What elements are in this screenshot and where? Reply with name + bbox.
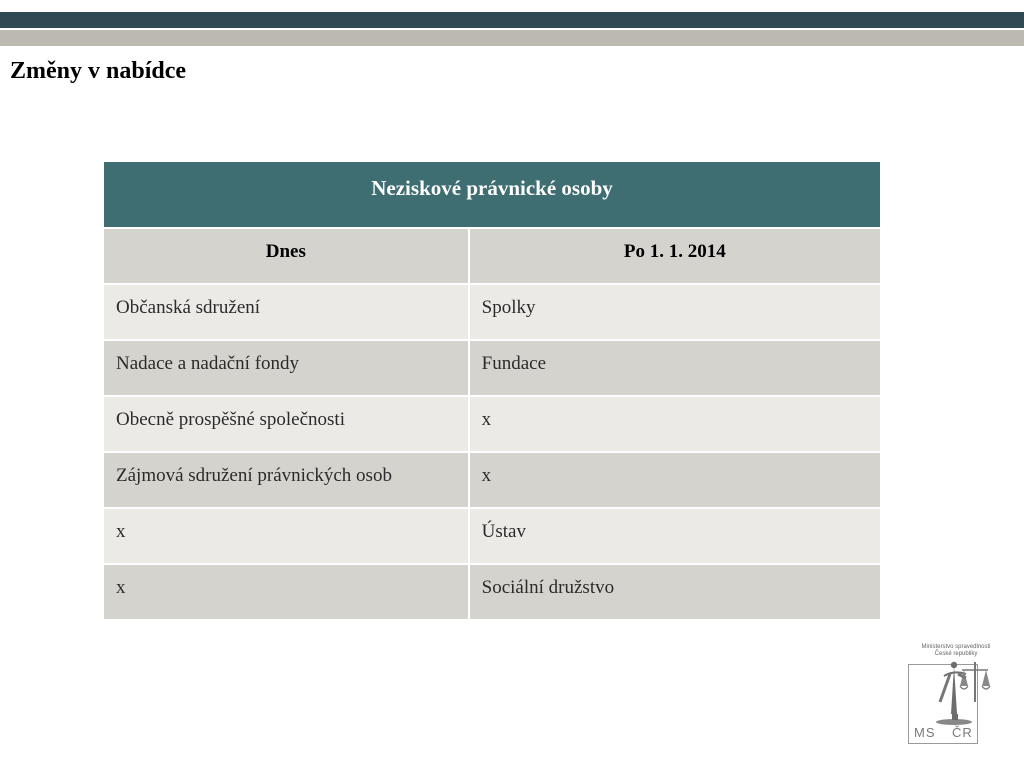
table-row: Nadace a nadační fondyFundace (103, 340, 881, 396)
table-cell: Sociální družstvo (469, 564, 881, 620)
logo-line1: Ministerstvo spravedlnosti (908, 644, 1004, 651)
table-cell: x (469, 396, 881, 452)
table-cell: Nadace a nadační fondy (103, 340, 469, 396)
decor-band-light (0, 30, 1024, 46)
comparison-table: Neziskové právnické osobyDnesPo 1. 1. 20… (102, 160, 882, 621)
decor-band-dark (0, 12, 1024, 28)
table-column-header: Dnes (103, 228, 469, 284)
logo-ms: MS (914, 725, 936, 740)
table-main-header: Neziskové právnické osoby (103, 161, 881, 228)
table-row: xÚstav (103, 508, 881, 564)
table-cell: x (103, 564, 469, 620)
table-cell: x (469, 452, 881, 508)
table-cell: Fundace (469, 340, 881, 396)
table-cell: Ústav (469, 508, 881, 564)
justice-icon (926, 656, 1000, 726)
logo-cr: ČR (952, 725, 973, 740)
table-row: Obecně prospěšné společnostix (103, 396, 881, 452)
table-row: Zájmová sdružení právnických osobx (103, 452, 881, 508)
table-row: Občanská sdruženíSpolky (103, 284, 881, 340)
table-cell: Spolky (469, 284, 881, 340)
table-column-header: Po 1. 1. 2014 (469, 228, 881, 284)
table-cell: Obecně prospěšné společnosti (103, 396, 469, 452)
ministry-logo: Ministerstvo spravedlnosti České republi… (908, 644, 1004, 744)
table-cell: Občanská sdružení (103, 284, 469, 340)
slide-title: Změny v nabídce (10, 58, 186, 85)
table-row: xSociální družstvo (103, 564, 881, 620)
table-cell: x (103, 508, 469, 564)
table-cell: Zájmová sdružení právnických osob (103, 452, 469, 508)
